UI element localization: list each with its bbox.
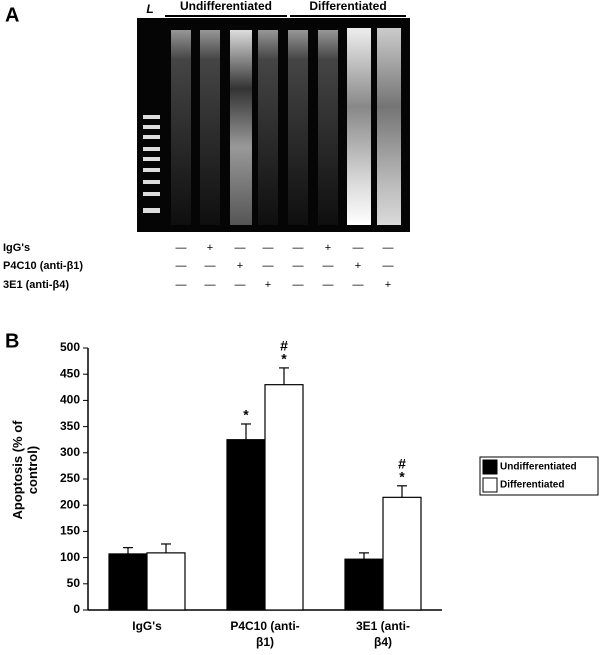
- bar: [226, 439, 266, 611]
- lane-mark: —: [235, 242, 246, 254]
- lane-mark: —: [293, 279, 304, 291]
- lane-mark: +: [355, 260, 361, 272]
- y-axis-label: Apoptosis (% of control): [10, 420, 40, 520]
- lane-mark: —: [263, 260, 274, 272]
- bar: [264, 384, 304, 611]
- lane-mark: +: [207, 242, 213, 254]
- lane-mark: —: [293, 260, 304, 272]
- bar: [108, 553, 148, 611]
- annotation: #: [398, 456, 406, 472]
- lane-mark: —: [235, 279, 246, 291]
- lane-mark: +: [265, 279, 271, 291]
- y-tick-label: 350: [60, 419, 80, 433]
- row-label: 3E1 (anti-β4): [3, 279, 69, 291]
- lane-mark: —: [293, 242, 304, 254]
- bar: [382, 496, 422, 611]
- legend-label: Undifferentiated: [500, 462, 577, 473]
- y-tick-label: 150: [60, 524, 80, 538]
- legend-swatch: [482, 459, 498, 475]
- y-tick-label: 400: [60, 393, 80, 407]
- lane-mark: —: [205, 279, 216, 291]
- group-label: Undifferentiated: [180, 0, 272, 13]
- lane-mark: —: [176, 260, 187, 272]
- row-label: IgG's: [3, 242, 30, 254]
- lane-mark: +: [385, 279, 391, 291]
- lane-mark: —: [383, 242, 394, 254]
- panel-label: B: [5, 330, 19, 352]
- lane-mark: —: [353, 242, 364, 254]
- lane-mark: +: [325, 242, 331, 254]
- ladder-label: L: [146, 2, 153, 16]
- lane-mark: —: [205, 260, 216, 272]
- lane-mark: +: [237, 260, 243, 272]
- y-tick-label: 500: [60, 340, 80, 354]
- panel-label: A: [5, 4, 19, 26]
- lane-mark: —: [176, 242, 187, 254]
- legend-box: [479, 456, 599, 496]
- legend-label: Differentiated: [500, 480, 564, 491]
- y-tick-label: 50: [67, 576, 81, 590]
- y-tick-label: 300: [60, 445, 80, 459]
- lane-mark: —: [323, 260, 334, 272]
- x-tick-label: 3E1 (anti-β4): [355, 619, 410, 649]
- annotation: *: [243, 407, 249, 423]
- annotation: *: [281, 351, 287, 367]
- bar: [344, 558, 384, 611]
- group-label: Differentiated: [309, 0, 386, 13]
- lane-mark: —: [176, 279, 187, 291]
- lane-mark: —: [353, 279, 364, 291]
- row-label: P4C10 (anti-β1): [3, 260, 83, 272]
- y-tick-label: 200: [60, 497, 80, 511]
- y-tick-label: 0: [73, 602, 80, 616]
- ladder-bands: [143, 115, 160, 213]
- x-tick-label: IgG's: [132, 619, 162, 633]
- y-tick-label: 100: [60, 550, 80, 564]
- annotation: #: [280, 338, 288, 354]
- y-tick-label: 250: [60, 471, 80, 485]
- gel-lanes: [171, 28, 401, 225]
- lane-mark: —: [323, 279, 334, 291]
- legend-swatch: [482, 477, 498, 493]
- lane-mark: —: [383, 260, 394, 272]
- y-tick-label: 450: [60, 366, 80, 380]
- bar: [146, 552, 186, 611]
- annotation: *: [399, 469, 405, 485]
- x-tick-label: P4C10 (anti-β1): [230, 619, 300, 649]
- lane-mark: —: [263, 242, 274, 254]
